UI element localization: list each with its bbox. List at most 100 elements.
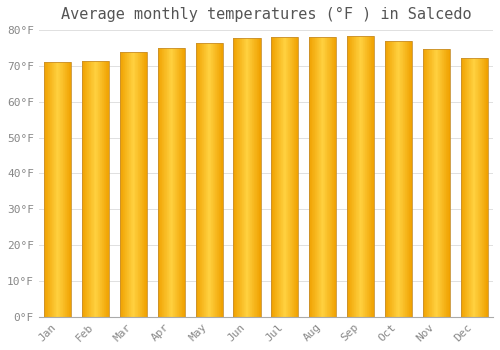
- Bar: [320, 37, 322, 317]
- Bar: [170, 48, 172, 317]
- Bar: [287, 37, 288, 317]
- Bar: [446, 49, 447, 317]
- Bar: [335, 37, 336, 317]
- Bar: [445, 49, 446, 317]
- Bar: [222, 43, 223, 317]
- Bar: [442, 49, 443, 317]
- Bar: [64, 62, 65, 317]
- Bar: [218, 43, 220, 317]
- Bar: [161, 48, 162, 317]
- Bar: [448, 49, 449, 317]
- Bar: [250, 37, 251, 317]
- Bar: [326, 37, 327, 317]
- Bar: [318, 37, 320, 317]
- Bar: [140, 52, 141, 317]
- Bar: [426, 49, 428, 317]
- Bar: [70, 62, 72, 317]
- Bar: [435, 49, 436, 317]
- Bar: [484, 58, 485, 317]
- Bar: [371, 36, 372, 317]
- Bar: [468, 58, 469, 317]
- Bar: [103, 61, 104, 317]
- Bar: [196, 43, 197, 317]
- Bar: [286, 37, 287, 317]
- Bar: [88, 61, 89, 317]
- Bar: [91, 61, 92, 317]
- Bar: [206, 43, 207, 317]
- Bar: [197, 43, 198, 317]
- Bar: [123, 52, 124, 317]
- Bar: [246, 37, 247, 317]
- Bar: [241, 37, 242, 317]
- Bar: [334, 37, 335, 317]
- Bar: [408, 41, 410, 317]
- Bar: [385, 41, 412, 317]
- Bar: [476, 58, 477, 317]
- Bar: [404, 41, 405, 317]
- Bar: [460, 58, 461, 317]
- Bar: [158, 48, 185, 317]
- Bar: [164, 48, 165, 317]
- Bar: [209, 43, 210, 317]
- Bar: [386, 41, 387, 317]
- Bar: [430, 49, 431, 317]
- Bar: [400, 41, 401, 317]
- Bar: [388, 41, 389, 317]
- Bar: [139, 52, 140, 317]
- Bar: [475, 58, 476, 317]
- Bar: [134, 52, 135, 317]
- Bar: [297, 37, 298, 317]
- Bar: [389, 41, 390, 317]
- Bar: [181, 48, 182, 317]
- Bar: [179, 48, 180, 317]
- Bar: [393, 41, 394, 317]
- Bar: [348, 36, 349, 317]
- Bar: [422, 49, 424, 317]
- Bar: [360, 36, 361, 317]
- Bar: [350, 36, 351, 317]
- Bar: [333, 37, 334, 317]
- Bar: [283, 37, 284, 317]
- Bar: [487, 58, 488, 317]
- Bar: [121, 52, 122, 317]
- Bar: [165, 48, 166, 317]
- Bar: [122, 52, 123, 317]
- Bar: [278, 37, 280, 317]
- Bar: [394, 41, 395, 317]
- Bar: [253, 37, 254, 317]
- Bar: [271, 37, 298, 317]
- Bar: [133, 52, 134, 317]
- Bar: [98, 61, 99, 317]
- Bar: [82, 61, 84, 317]
- Bar: [44, 62, 72, 317]
- Bar: [135, 52, 136, 317]
- Bar: [214, 43, 216, 317]
- Bar: [99, 61, 100, 317]
- Bar: [356, 36, 357, 317]
- Bar: [403, 41, 404, 317]
- Bar: [347, 36, 374, 317]
- Bar: [220, 43, 222, 317]
- Bar: [124, 52, 126, 317]
- Bar: [315, 37, 316, 317]
- Bar: [395, 41, 396, 317]
- Bar: [239, 37, 240, 317]
- Bar: [272, 37, 274, 317]
- Bar: [428, 49, 429, 317]
- Bar: [470, 58, 472, 317]
- Bar: [130, 52, 132, 317]
- Bar: [370, 36, 371, 317]
- Bar: [481, 58, 482, 317]
- Bar: [398, 41, 399, 317]
- Bar: [158, 48, 159, 317]
- Bar: [45, 62, 46, 317]
- Title: Average monthly temperatures (°F ) in Salcedo: Average monthly temperatures (°F ) in Sa…: [60, 7, 471, 22]
- Bar: [234, 37, 236, 317]
- Bar: [357, 36, 358, 317]
- Bar: [486, 58, 487, 317]
- Bar: [385, 41, 386, 317]
- Bar: [52, 62, 53, 317]
- Bar: [255, 37, 256, 317]
- Bar: [324, 37, 325, 317]
- Bar: [479, 58, 480, 317]
